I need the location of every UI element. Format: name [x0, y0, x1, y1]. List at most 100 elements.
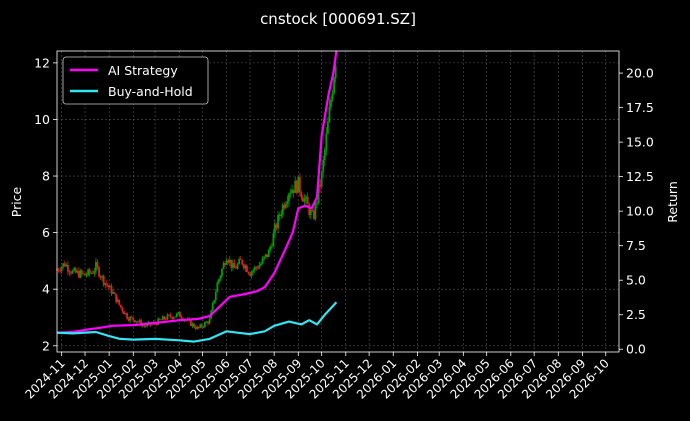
legend-label-buy-and-hold: Buy-and-Hold — [108, 84, 193, 99]
candle-body — [171, 316, 174, 319]
candle-body — [93, 270, 96, 274]
candle-body — [314, 202, 317, 219]
candle-body — [297, 176, 300, 193]
candle-body — [137, 321, 139, 323]
candle-body — [77, 270, 80, 278]
y-right-tick-label: 0.0 — [626, 342, 646, 357]
candle-body — [197, 326, 200, 328]
candle-body — [73, 268, 76, 271]
candle-body — [292, 189, 295, 193]
candle-body — [96, 262, 99, 268]
candle-body — [166, 314, 169, 320]
candle-body — [236, 263, 239, 269]
candle-body — [230, 259, 233, 268]
candle-body — [199, 324, 202, 328]
candle-body — [278, 214, 281, 217]
candle-body — [175, 313, 178, 317]
y-left-tick-label: 2 — [42, 338, 50, 353]
candle-body — [200, 324, 203, 327]
candle-body — [59, 270, 62, 272]
candle-body — [98, 267, 100, 277]
candle-body — [132, 317, 135, 321]
candle-body — [74, 268, 77, 273]
candle-body — [172, 317, 175, 319]
candle-body — [127, 318, 130, 321]
candle-body — [116, 299, 119, 303]
candle-body — [246, 265, 248, 272]
candle-body — [263, 256, 265, 259]
candle-body — [261, 258, 264, 264]
candle-body — [283, 204, 286, 208]
candle-body — [84, 273, 86, 276]
y-right-tick-label: 15.0 — [626, 135, 654, 150]
candle-body — [99, 276, 102, 278]
y-left-tick-label: 12 — [34, 55, 50, 70]
candle-body — [104, 283, 107, 285]
candle-body — [264, 254, 267, 257]
candle-body — [316, 202, 318, 204]
candle-body — [333, 77, 336, 94]
candle-body — [219, 275, 222, 280]
candle-body — [320, 171, 323, 187]
candle-body — [325, 133, 328, 150]
y-left-tick-label: 10 — [34, 112, 50, 127]
candle-body — [214, 292, 217, 301]
candle-body — [133, 320, 136, 323]
candle-body — [252, 270, 255, 272]
candle-body — [90, 272, 93, 274]
candle-body — [95, 262, 97, 271]
candle-body — [177, 312, 180, 314]
candle-body — [57, 269, 60, 271]
candle-body — [105, 283, 108, 286]
y-axis-label-left: Price — [9, 186, 24, 217]
candle-body — [79, 270, 82, 278]
candle-body — [280, 214, 283, 217]
candle-body — [123, 311, 125, 315]
candle-body — [169, 314, 172, 317]
candle-body — [256, 267, 259, 269]
candle-body — [224, 263, 227, 265]
candle-body — [143, 324, 146, 327]
candle-body — [107, 285, 110, 288]
candle-body — [247, 271, 250, 274]
candle-body — [274, 224, 276, 234]
candle-body — [317, 184, 320, 203]
candle-body — [267, 250, 270, 257]
y-right-tick-label: 17.5 — [626, 100, 654, 115]
candle-body — [284, 203, 287, 208]
candle-body — [158, 318, 161, 320]
candle-body — [81, 270, 83, 274]
candle-body — [126, 313, 128, 319]
candle-body — [334, 66, 337, 78]
candle-body — [202, 326, 205, 328]
candle-body — [270, 246, 273, 248]
candle-body — [141, 324, 144, 326]
candle-body — [322, 160, 325, 172]
candle-body — [101, 275, 104, 278]
y-left-tick-label: 6 — [42, 225, 50, 240]
candle-body — [303, 198, 306, 202]
candle-body — [309, 209, 312, 215]
y-left-tick-label: 4 — [42, 282, 50, 297]
candle-body — [102, 275, 105, 285]
candle-body — [208, 318, 211, 324]
y-right-tick-label: 12.5 — [626, 169, 654, 184]
candle-body — [144, 326, 147, 327]
plot-frame — [56, 50, 620, 353]
candle-body — [269, 246, 272, 251]
return-series — [56, 50, 338, 343]
candle-body — [129, 316, 132, 321]
candle-body — [250, 271, 253, 276]
candle-body — [308, 204, 311, 215]
candle-body — [302, 197, 304, 202]
candle-body — [242, 264, 245, 269]
candle-body — [213, 300, 216, 303]
candle-body — [121, 307, 124, 312]
candle-body — [289, 193, 292, 194]
candle-body — [275, 224, 278, 229]
candle-body — [331, 93, 334, 100]
candle-body — [88, 269, 91, 274]
candle-body — [235, 267, 237, 269]
candle-body — [205, 321, 208, 323]
candle-body — [189, 320, 192, 326]
